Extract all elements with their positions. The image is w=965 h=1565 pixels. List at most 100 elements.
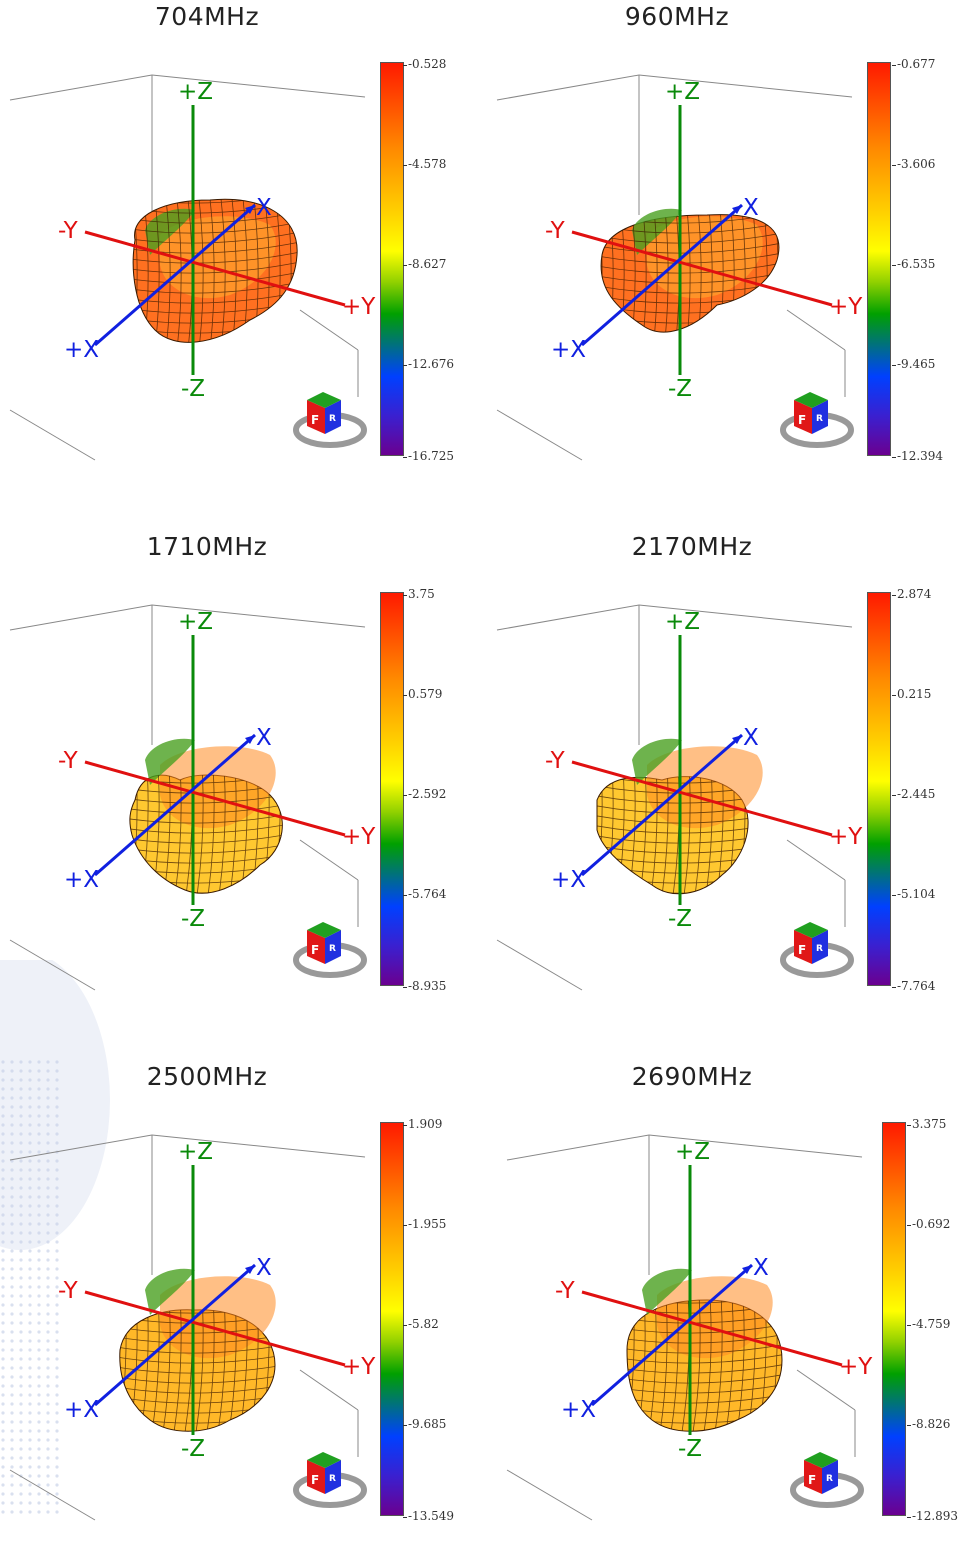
radiation-pattern-surface — [132, 198, 298, 343]
axis-label-ny: -Y — [58, 748, 79, 774]
pattern-3d-plot: +Z -Z -Y +Y +X X F R — [506, 1134, 873, 1521]
orientation-cube-icon[interactable]: F R — [293, 1452, 367, 1508]
axis-label-ny: -Y — [555, 1278, 576, 1304]
colorbar-tick-label: -9.685 — [402, 1417, 447, 1431]
colorbar-tick-label: -4.759 — [906, 1317, 951, 1331]
radiation-pattern-surface — [129, 738, 283, 894]
pattern-panel-5: 2500MHz — [0, 1060, 480, 1565]
x-axis-arrow — [732, 735, 742, 744]
colorbar-tick-label: -12.893 — [906, 1509, 959, 1523]
y-axis-line — [571, 760, 833, 837]
axis-label-py: +Y — [342, 1354, 376, 1380]
axis-label-ny: -Y — [545, 748, 566, 774]
frequency-title: 2500MHz — [146, 1062, 268, 1091]
colorbar-tick-label: 3.75 — [403, 587, 435, 601]
radiation-pattern-surface — [626, 1268, 783, 1432]
colorbar-tick-label: -2.592 — [402, 787, 447, 801]
colorbar-tick-label: -0.528 — [402, 57, 447, 71]
axis-label-pz: +Z — [665, 79, 700, 105]
cube-face-front: F — [808, 1473, 816, 1487]
y-axis-line — [84, 1290, 346, 1367]
radiation-pattern-surface — [600, 208, 780, 333]
colorbar-tick-label: -3.606 — [891, 157, 936, 171]
colorbar-tick-label: -0.692 — [906, 1217, 951, 1231]
axis-label-x: X — [753, 1255, 769, 1281]
axes: +Z -Z -Y +Y +X X — [58, 1139, 376, 1462]
axis-label-ny: -Y — [58, 1278, 79, 1304]
colorbar-tick-label: -2.445 — [891, 787, 936, 801]
bounding-box — [9, 1134, 366, 1521]
colorbar-tick-label: -12.676 — [402, 357, 455, 371]
pattern-3d-plot: +Z -Z -Y +Y +X X F R — [496, 604, 863, 991]
y-axis-line — [581, 1290, 843, 1367]
x-axis-line — [591, 1263, 753, 1407]
x-axis-arrow — [245, 205, 255, 214]
colorbar-tick-label: -4.578 — [402, 157, 447, 171]
cube-face-front: F — [798, 943, 806, 957]
x-axis-line — [581, 733, 743, 877]
colorbar — [380, 62, 404, 456]
colorbar-tick-label: -8.627 — [402, 257, 447, 271]
axis-label-pz: +Z — [178, 1139, 213, 1165]
axis-label-ny: -Y — [545, 218, 566, 244]
colorbar-tick-label: -6.535 — [891, 257, 936, 271]
axis-label-nz: -Z — [668, 376, 692, 402]
axis-label-x: X — [256, 195, 272, 221]
orientation-cube-icon[interactable]: F R — [790, 1452, 864, 1508]
colorbar-tick-label: -16.725 — [402, 449, 455, 463]
orientation-cube-icon[interactable]: F R — [780, 392, 854, 448]
axis-label-pz: +Z — [665, 609, 700, 635]
colorbar-tick-label: -8.935 — [402, 979, 447, 993]
axis-label-nz: -Z — [668, 906, 692, 932]
radiation-pattern-surface — [596, 738, 763, 895]
axis-label-py: +Y — [839, 1354, 873, 1380]
bounding-box — [9, 604, 366, 991]
bounding-box — [9, 74, 366, 461]
cube-face-right: R — [816, 944, 823, 954]
orientation-cube-icon[interactable]: F R — [293, 922, 367, 978]
frequency-title: 2170MHz — [631, 532, 753, 561]
pattern-panel-3: 1710MHz — [0, 530, 480, 1035]
colorbar — [380, 592, 404, 986]
frequency-title: 2690MHz — [631, 1062, 753, 1091]
pattern-3d-plot: +Z -Z -Y +Y +X X F R — [9, 74, 376, 461]
axis-label-nz: -Z — [181, 376, 205, 402]
pattern-panel-4: 2170MHz — [487, 530, 965, 1035]
axis-label-x: X — [743, 195, 759, 221]
axes: +Z -Z -Y +Y +X X — [555, 1139, 873, 1462]
x-axis-line — [581, 203, 743, 347]
colorbar-tick-label: -8.826 — [906, 1417, 951, 1431]
cube-face-right: R — [816, 414, 823, 424]
colorbar-tick-label: -5.82 — [403, 1317, 439, 1331]
axis-label-py: +Y — [342, 824, 376, 850]
axis-label-px: +X — [64, 1397, 99, 1423]
colorbar-tick-label: -5.104 — [891, 887, 936, 901]
bounding-box — [496, 74, 853, 461]
axes: +Z -Z -Y +Y +X X — [58, 609, 376, 932]
pattern-3d-plot: +Z -Z -Y +Y +X X F R — [496, 74, 863, 461]
axis-label-nz: -Z — [181, 906, 205, 932]
colorbar-tick-label: -13.549 — [402, 1509, 455, 1523]
cube-face-right: R — [329, 1474, 336, 1484]
frequency-title: 704MHz — [154, 2, 260, 31]
colorbar-tick-label: -7.764 — [891, 979, 936, 993]
axis-label-px: +X — [551, 867, 586, 893]
pattern-panel-6: 2690MHz — [497, 1060, 965, 1565]
orientation-cube-icon[interactable]: F R — [780, 922, 854, 978]
radiation-pattern-surface — [119, 1268, 276, 1432]
pattern-panel-1: 704MHz — [0, 0, 480, 505]
axis-label-px: +X — [64, 867, 99, 893]
orientation-cube-icon[interactable]: F R — [293, 392, 367, 448]
colorbar — [867, 62, 891, 456]
colorbar-tick-label: -12.394 — [891, 449, 944, 463]
pattern-panel-2: 960MHz — [487, 0, 965, 505]
axis-label-ny: -Y — [58, 218, 79, 244]
axis-label-px: +X — [64, 337, 99, 363]
cube-face-front: F — [311, 943, 319, 957]
axis-label-px: +X — [561, 1397, 596, 1423]
axis-label-py: +Y — [829, 294, 863, 320]
cube-face-front: F — [311, 1473, 319, 1487]
x-axis-line — [94, 203, 256, 347]
colorbar-tick-label: 1.909 — [402, 1117, 443, 1131]
y-axis-line — [84, 760, 346, 837]
